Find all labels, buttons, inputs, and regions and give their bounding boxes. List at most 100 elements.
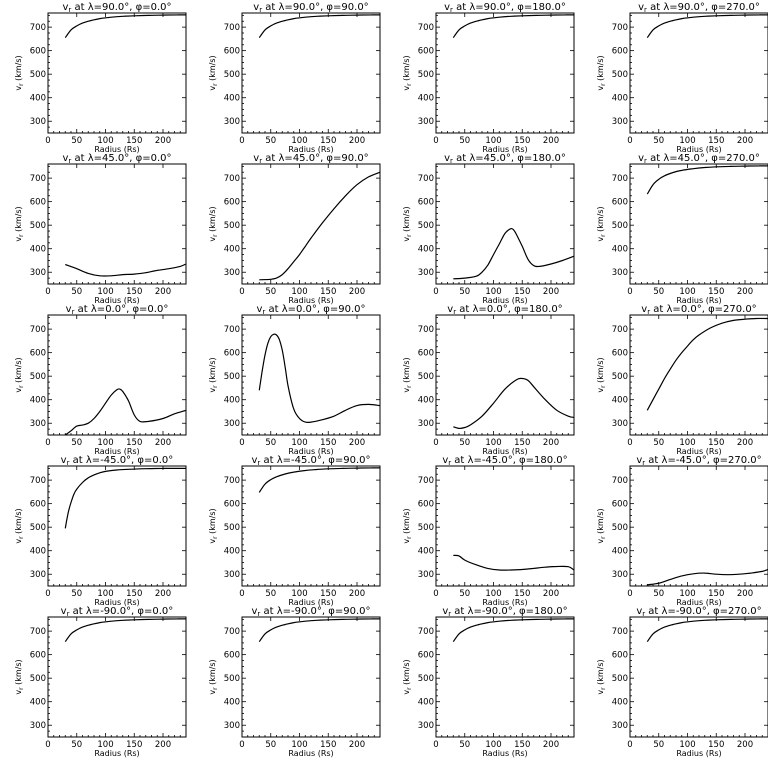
panel-title: vr at λ=90.0°, φ=90.0° [253, 2, 368, 14]
y-tick-label: 500 [612, 523, 628, 533]
x-tick-label: 50 [459, 287, 470, 297]
y-axis-label: vr (km/s) [208, 357, 219, 392]
y-tick-label: 400 [612, 698, 628, 708]
panel-5: vr at λ=45.0°, φ=0.0° 0 50 100 150 200 300 400 5… [14, 153, 187, 305]
x-axis-label: Radius (Rs) [288, 447, 333, 456]
panel-13: vr at λ=-45.0°, φ=0.0° 0 50 100 150 200 300 400… [14, 455, 187, 607]
y-tick-label: 500 [418, 221, 434, 231]
plot-frame [629, 314, 768, 436]
y-tick-label: 500 [612, 674, 628, 684]
series-line [258, 333, 381, 424]
x-tick-label: 0 [627, 589, 632, 599]
x-tick-label: 0 [239, 438, 244, 448]
x-tick-label: 200 [543, 287, 559, 297]
y-tick-label: 300 [224, 419, 240, 429]
y-tick-label: 300 [224, 117, 240, 127]
series-line [258, 618, 381, 643]
y-tick-label: 400 [30, 245, 46, 255]
plot-frame [241, 163, 381, 285]
x-tick-label: 100 [97, 438, 113, 448]
y-tick-label: 400 [30, 698, 46, 708]
y-tick-label: 500 [224, 523, 240, 533]
x-tick-label: 100 [679, 740, 695, 750]
y-tick-label: 300 [30, 721, 46, 731]
x-tick-label: 150 [126, 136, 142, 146]
y-tick-label: 400 [30, 94, 46, 104]
x-tick-label: 200 [155, 136, 171, 146]
x-tick-label: 100 [679, 287, 695, 297]
x-axis-label: Radius (Rs) [94, 749, 139, 758]
y-tick-label: 400 [224, 547, 240, 557]
x-tick-label: 150 [320, 287, 336, 297]
x-tick-label: 0 [239, 589, 244, 599]
plot-frame [629, 616, 768, 738]
y-tick-label: 700 [418, 627, 434, 637]
y-tick-label: 400 [30, 396, 46, 406]
y-tick-label: 600 [418, 500, 434, 510]
y-tick-label: 300 [224, 721, 240, 731]
y-tick-label: 600 [418, 198, 434, 208]
y-tick-label: 600 [418, 349, 434, 359]
x-tick-label: 50 [653, 438, 664, 448]
x-tick-label: 0 [45, 740, 50, 750]
y-tick-label: 700 [30, 627, 46, 637]
x-tick-label: 200 [543, 136, 559, 146]
y-tick-label: 600 [612, 47, 628, 57]
y-tick-label: 400 [418, 245, 434, 255]
x-tick-label: 50 [459, 438, 470, 448]
x-tick-label: 100 [485, 589, 501, 599]
y-tick-label: 300 [612, 117, 628, 127]
panel-title: vr at λ=-90.0°, φ=180.0° [442, 606, 567, 618]
y-tick-label: 500 [612, 372, 628, 382]
plot-frame [47, 12, 187, 134]
series-line [453, 377, 575, 430]
x-tick-label: 100 [291, 589, 307, 599]
y-tick-label: 700 [224, 23, 240, 33]
x-tick-label: 100 [485, 740, 501, 750]
plot-frame [629, 163, 768, 285]
x-axis-label: Radius (Rs) [288, 145, 333, 154]
x-tick-label: 200 [349, 438, 365, 448]
y-tick-label: 300 [30, 268, 46, 278]
x-tick-label: 100 [485, 136, 501, 146]
y-tick-label: 600 [224, 349, 240, 359]
x-tick-label: 50 [71, 740, 82, 750]
series-line [452, 618, 575, 643]
x-tick-label: 150 [708, 740, 724, 750]
panel-title: vr at λ=0.0°, φ=270.0° [641, 304, 756, 316]
x-tick-label: 50 [653, 136, 664, 146]
y-tick-label: 600 [224, 47, 240, 57]
x-axis-label: Radius (Rs) [482, 145, 527, 154]
y-axis-label: vr (km/s) [14, 357, 25, 392]
x-tick-label: 0 [627, 438, 632, 448]
x-axis-label: Radius (Rs) [676, 145, 721, 154]
x-tick-label: 0 [433, 589, 438, 599]
y-tick-label: 600 [418, 651, 434, 661]
x-tick-label: 100 [679, 589, 695, 599]
plot-frame [629, 465, 768, 587]
x-tick-label: 150 [126, 438, 142, 448]
x-tick-label: 0 [239, 287, 244, 297]
y-tick-label: 300 [224, 268, 240, 278]
y-tick-label: 300 [418, 570, 434, 580]
y-tick-label: 700 [418, 476, 434, 486]
y-axis-label: vr (km/s) [402, 508, 413, 543]
y-axis-label: vr (km/s) [208, 55, 219, 90]
x-tick-label: 0 [45, 136, 50, 146]
x-tick-label: 200 [155, 740, 171, 750]
x-tick-label: 150 [320, 438, 336, 448]
x-tick-label: 0 [45, 589, 50, 599]
y-tick-label: 500 [30, 372, 46, 382]
x-tick-label: 150 [126, 740, 142, 750]
series-line [259, 171, 381, 281]
x-axis-label: Radius (Rs) [676, 598, 721, 607]
y-tick-label: 300 [30, 117, 46, 127]
series-line [452, 14, 575, 39]
x-tick-label: 0 [45, 438, 50, 448]
y-tick-label: 700 [418, 23, 434, 33]
y-axis-label: vr (km/s) [14, 55, 25, 90]
x-tick-label: 150 [708, 287, 724, 297]
y-tick-label: 700 [224, 476, 240, 486]
x-tick-label: 0 [433, 287, 438, 297]
